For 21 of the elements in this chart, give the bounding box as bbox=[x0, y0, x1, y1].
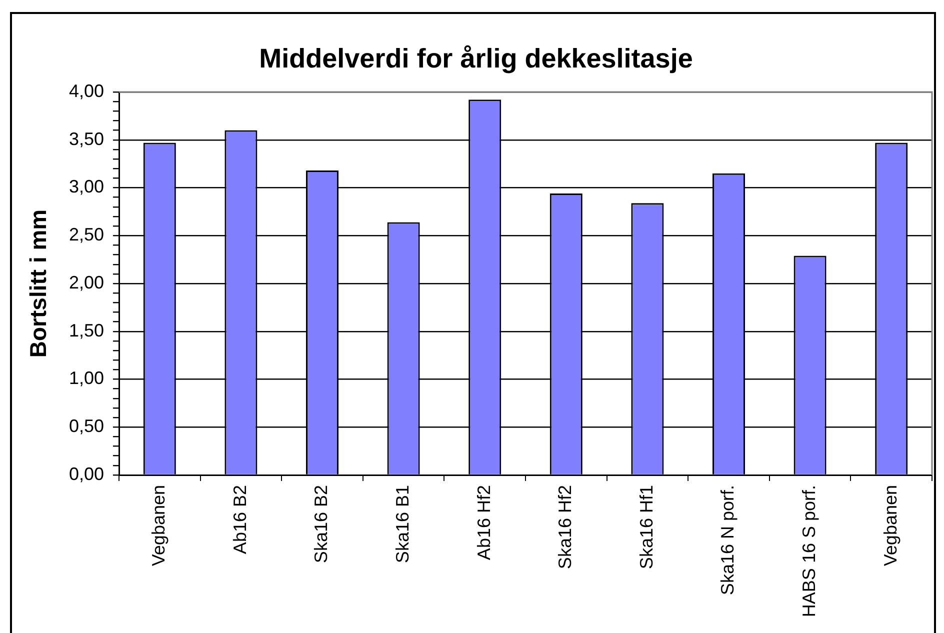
x-tick-label: HABS 16 S porf. bbox=[799, 485, 820, 618]
x-tick-label: Ska16 B1 bbox=[392, 485, 413, 564]
y-tick-label: 3,50 bbox=[68, 128, 104, 149]
y-tick-label: 2,00 bbox=[68, 272, 104, 292]
x-tick-label: Ab16 Hf2 bbox=[474, 485, 494, 560]
x-tick-label: Ska16 Hf1 bbox=[636, 485, 656, 570]
y-tick-label: 0,00 bbox=[68, 464, 104, 484]
x-tick-label: Ska16 Hf2 bbox=[555, 485, 576, 570]
y-axis-title: Bortslitt i mm bbox=[25, 209, 52, 358]
x-tick-label: Vegbanen bbox=[880, 485, 900, 566]
y-tick-label: 1,50 bbox=[68, 320, 104, 340]
x-tick-label: Ska16 N porf. bbox=[718, 485, 738, 596]
x-tick-label: Vegbanen bbox=[148, 485, 169, 566]
y-tick-label: 3,00 bbox=[68, 176, 104, 197]
y-tick-label: 1,00 bbox=[68, 368, 104, 388]
y-tick-label: 0,50 bbox=[68, 416, 104, 436]
x-tick-label: Ska16 B2 bbox=[311, 485, 332, 564]
x-tick-label: Ab16 B2 bbox=[230, 485, 250, 554]
y-tick-label: 2,50 bbox=[68, 224, 104, 245]
y-tick-label: 4,00 bbox=[68, 80, 104, 101]
chart-title: Middelverdi for årlig dekkeslitasje bbox=[259, 44, 693, 74]
